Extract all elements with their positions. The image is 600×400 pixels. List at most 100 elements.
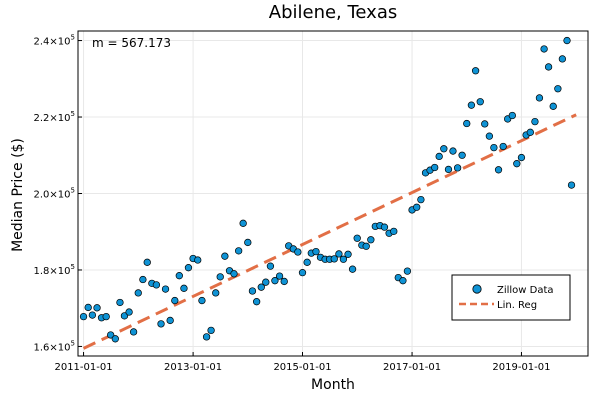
scatter-point [463, 119, 471, 128]
scatter-point [476, 98, 484, 106]
x-axis-label: Month [311, 377, 355, 393]
scatter-point [417, 195, 425, 204]
scatter-point [390, 227, 398, 236]
scatter-point [544, 63, 553, 71]
scatter-point [198, 296, 206, 305]
scatter-point [499, 142, 507, 151]
scatter-point [180, 284, 188, 292]
scatter-point [175, 272, 183, 280]
scatter-point [107, 331, 115, 339]
scatter-point [125, 308, 133, 316]
scatter-point [79, 312, 88, 321]
scatter-point [221, 252, 229, 260]
scatter-point [471, 67, 480, 75]
scatter-point [563, 36, 571, 45]
scatter-point [111, 335, 119, 343]
scatter-point [549, 102, 557, 110]
regression-line [82, 113, 577, 350]
slope-annotation: m = 567.173 [92, 36, 171, 50]
scatter-point [449, 147, 457, 155]
scatter-point [508, 111, 516, 120]
scatter-point [485, 132, 494, 140]
scatter-point [494, 166, 503, 174]
x-tick-label: 2017-01-01 [383, 362, 441, 373]
scatter-point [303, 258, 311, 266]
scatter-point [344, 250, 352, 258]
scatter-point [152, 281, 161, 289]
x-tick-label: 2019-01-01 [492, 362, 550, 373]
scatter-point [513, 160, 521, 168]
scatter-point [230, 270, 238, 278]
scatter-point [102, 312, 110, 321]
scatter-point [440, 145, 448, 153]
legend: Zillow Data Lin. Reg [451, 274, 571, 321]
y-tick-label: 2.2×105 [34, 110, 75, 124]
scatter-point [362, 242, 370, 250]
y-tick-label: 1.6×105 [34, 339, 75, 353]
legend-box [451, 274, 571, 321]
scatter-point [526, 128, 534, 136]
scatter-point [353, 234, 361, 242]
scatter-point [134, 289, 142, 297]
scatter-point [116, 298, 124, 307]
scatter-point [244, 238, 252, 247]
y-axis-label: Median Price ($) [10, 138, 26, 252]
scatter-point [143, 258, 151, 266]
scatter-point [335, 250, 343, 258]
scatter-point [367, 236, 375, 244]
scatter-point [216, 273, 224, 281]
scatter-point [535, 94, 544, 102]
scatter-point [413, 203, 421, 211]
scatter-point [275, 272, 284, 280]
legend-marker-zillow-data [472, 284, 482, 294]
scatter-point [467, 101, 476, 109]
grid-lines [78, 31, 588, 356]
y-axis-ticks: 1.6×105 1.8×105 2.0×105 2.2×105 2.4×105 [34, 34, 82, 353]
scatter-point [194, 256, 202, 264]
scatter-point [129, 328, 138, 336]
scatter-point [517, 153, 526, 162]
scatter-point [166, 316, 174, 325]
scatter-point [262, 278, 270, 286]
scatter-point [481, 120, 489, 128]
x-axis-ticks: 2011-01-01 2013-01-01 2015-01-01 2017-01-01… [54, 352, 551, 373]
y-tick-label: 1.8×105 [34, 263, 75, 277]
x-tick-label: 2013-01-01 [164, 362, 222, 373]
scatter-point [298, 268, 307, 277]
scatter-point [120, 312, 129, 320]
scatter-point [458, 151, 466, 159]
scatter-point [330, 255, 338, 263]
x-tick-label: 2015-01-01 [273, 362, 331, 373]
y-tick-label: 2.4×105 [34, 34, 75, 48]
scatter-point [184, 264, 193, 272]
legend-label-lin-reg: Lin. Reg [497, 300, 537, 311]
scatter-point [235, 247, 243, 255]
legend-label-zillow-data: Zillow Data [497, 285, 554, 296]
scatter-point [540, 45, 548, 53]
scatter-point [312, 247, 320, 256]
scatter-point [202, 333, 211, 341]
scatter-point [239, 219, 247, 227]
scatter-point [531, 117, 539, 126]
scatter-point [380, 223, 389, 231]
regression-layer [82, 113, 577, 350]
scatter-point [444, 165, 453, 174]
scatter-point [339, 255, 348, 263]
scatter-points [79, 36, 576, 343]
scatter-point [207, 326, 215, 335]
scatter-point [453, 164, 462, 172]
scatter-point [212, 289, 220, 297]
scatter-point [554, 85, 562, 93]
scatter-point [84, 303, 92, 312]
scatter-point [431, 163, 439, 172]
scatter-point [257, 283, 265, 291]
scatter-point [558, 55, 567, 63]
scatter-point [161, 285, 170, 293]
scatter-point [271, 277, 279, 285]
scatter-point [294, 248, 302, 256]
scatter-point [435, 152, 443, 161]
x-tick-label: 2011-01-01 [54, 362, 112, 373]
